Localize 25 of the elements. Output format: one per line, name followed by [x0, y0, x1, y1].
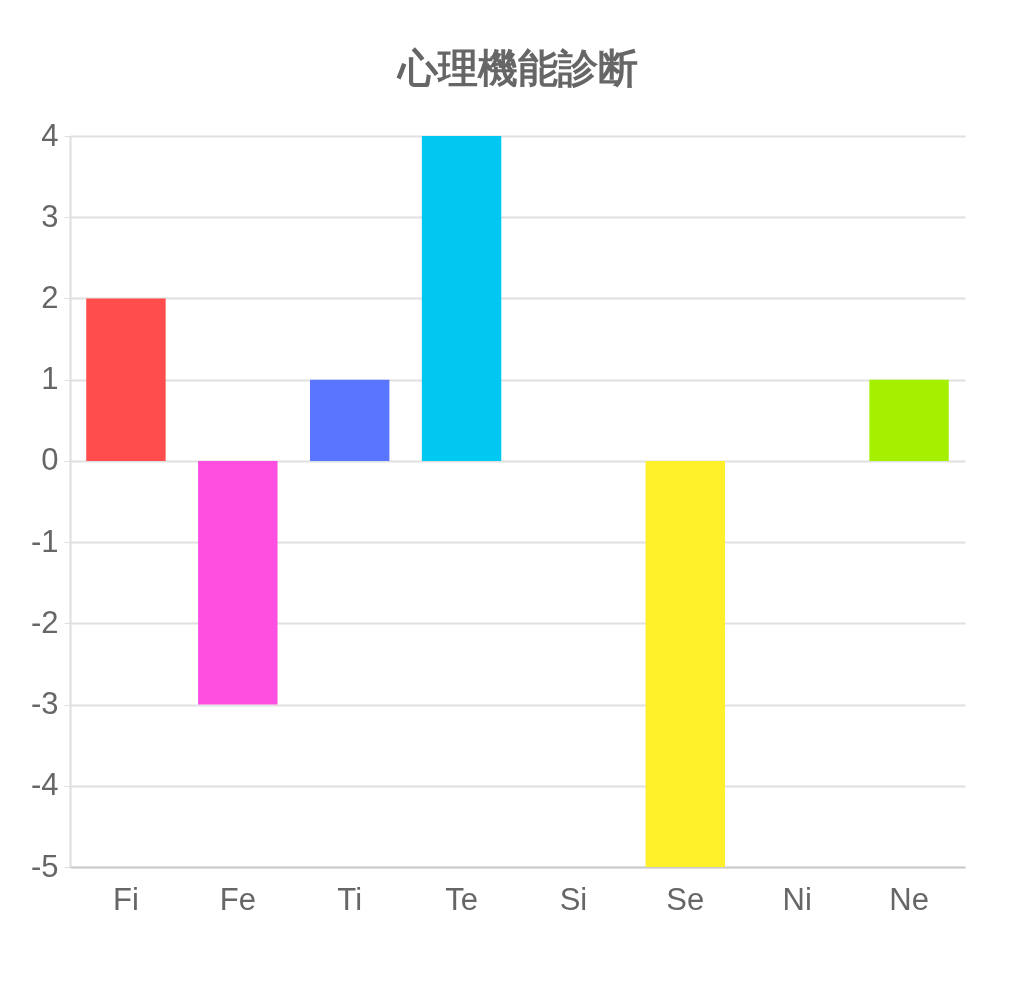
x-tick-label: Fi	[113, 881, 139, 917]
bar	[86, 298, 166, 461]
x-tick-label: Fe	[219, 881, 256, 917]
y-tick-label: -4	[30, 767, 59, 803]
y-tick-label: -2	[30, 604, 59, 640]
x-tick-label: Si	[559, 881, 588, 917]
y-tick-label: 1	[41, 361, 59, 397]
x-tick-label: Ni	[782, 881, 812, 917]
bar	[645, 460, 726, 867]
y-tick-label: 0	[41, 442, 59, 478]
y-tick-label: -1	[30, 523, 59, 559]
x-tick-label: Ti	[337, 881, 363, 917]
x-tick-label: Ne	[889, 881, 929, 917]
y-tick-label: 4	[41, 117, 59, 153]
y-tick-label: -3	[30, 686, 59, 722]
y-tick-label: 2	[41, 279, 59, 315]
bar	[421, 136, 502, 461]
bar	[198, 460, 278, 705]
y-tick-label: -5	[30, 848, 59, 884]
bar	[309, 379, 390, 461]
bar	[869, 379, 949, 461]
y-tick-label: 3	[41, 198, 59, 234]
x-tick-label: Te	[445, 881, 478, 917]
x-tick-label: Se	[666, 881, 705, 917]
chart-title: 心理機能診断	[395, 45, 638, 91]
